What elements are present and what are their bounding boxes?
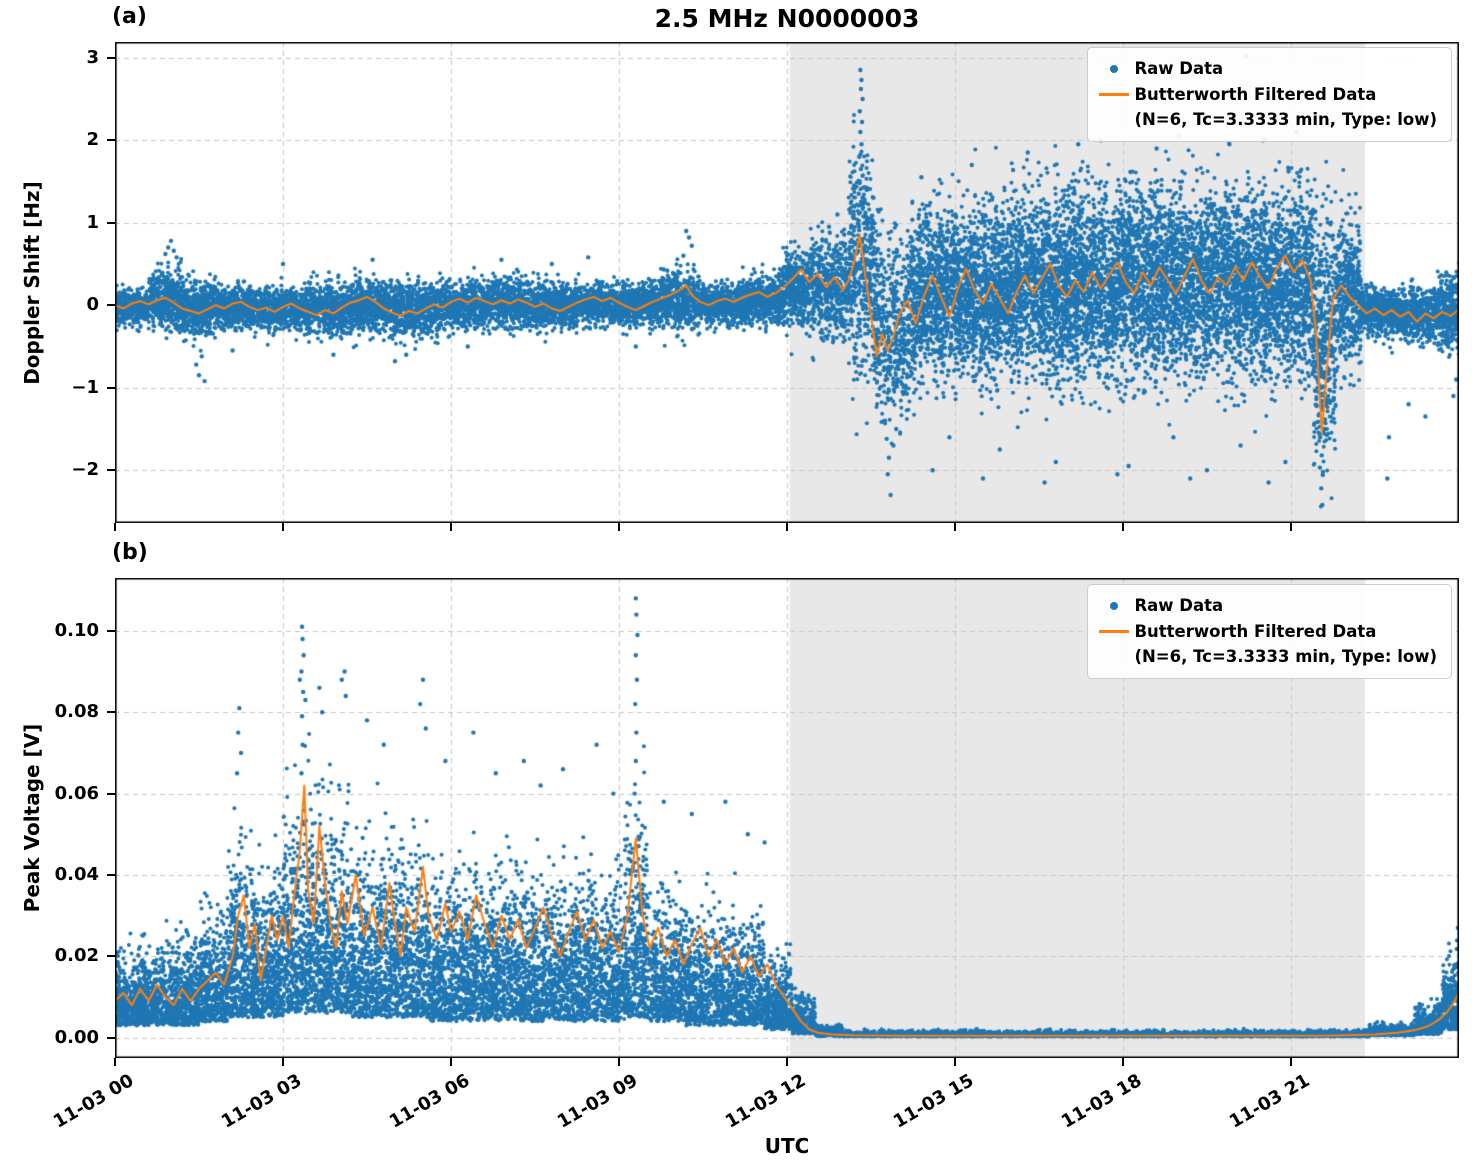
y-tick-mark xyxy=(107,711,115,714)
x-tick-mark xyxy=(450,523,452,531)
legend-raw-label: Raw Data xyxy=(1134,59,1224,78)
x-tick-label: 11-03 18 xyxy=(1058,1070,1146,1133)
legend-filtered-params-label: (N=6, Tc=3.3333 min, Type: low) xyxy=(1134,110,1437,130)
y-tick-label: 0.00 xyxy=(54,1026,99,1048)
x-tick-label: 11-03 00 xyxy=(50,1070,138,1133)
x-tick-mark xyxy=(282,523,284,531)
x-tick-mark xyxy=(1122,1058,1124,1066)
legend-filtered-entry: Butterworth Filtered Data xyxy=(1094,619,1437,645)
legend-filtered-entry: Butterworth Filtered Data xyxy=(1094,82,1437,108)
y-tick-label: 0.06 xyxy=(54,782,99,804)
x-tick-label: 11-03 21 xyxy=(1226,1070,1314,1133)
x-tick-mark xyxy=(114,523,116,531)
x-tick-label: 11-03 09 xyxy=(554,1070,642,1133)
figure-title: 2.5 MHz N0000003 xyxy=(654,4,920,33)
x-tick-mark xyxy=(618,523,620,531)
y-tick-mark xyxy=(107,469,115,472)
y-tick-label: 0.04 xyxy=(54,863,99,885)
legend-voltage: Raw Data Butterworth Filtered Data (N=6,… xyxy=(1087,584,1452,679)
filtered-line-marker-icon xyxy=(1099,92,1130,96)
legend-filtered-params: (N=6, Tc=3.3333 min, Type: low) xyxy=(1094,644,1437,670)
x-tick-mark xyxy=(1122,523,1124,531)
legend-filtered-params: (N=6, Tc=3.3333 min, Type: low) xyxy=(1094,107,1437,133)
y-tick-label: 0.08 xyxy=(54,701,99,723)
legend-doppler: Raw Data Butterworth Filtered Data (N=6,… xyxy=(1087,47,1452,142)
y-tick-mark xyxy=(107,792,115,795)
y-tick-label: −1 xyxy=(71,376,99,398)
x-tick-mark xyxy=(450,1058,452,1066)
y-tick-label: 0.02 xyxy=(54,945,99,967)
legend-filtered-label: Butterworth Filtered Data xyxy=(1134,84,1377,104)
panel-b-label: (b) xyxy=(112,540,148,565)
x-tick-mark xyxy=(786,1058,788,1066)
raw-data-marker-icon xyxy=(1110,601,1119,610)
y-tick-mark xyxy=(107,304,115,307)
x-tick-label: 11-03 15 xyxy=(890,1070,978,1133)
y-tick-mark xyxy=(107,1036,115,1039)
y-tick-mark xyxy=(107,873,115,876)
raw-data-marker-icon xyxy=(1110,64,1119,73)
x-tick-mark xyxy=(114,1058,116,1066)
x-tick-mark xyxy=(618,1058,620,1066)
y-tick-label: 0 xyxy=(86,294,99,316)
y-tick-mark xyxy=(107,955,115,958)
x-tick-label: 11-03 03 xyxy=(218,1070,306,1133)
y-tick-mark xyxy=(107,56,115,59)
legend-filtered-label: Butterworth Filtered Data xyxy=(1134,621,1377,641)
x-tick-mark xyxy=(1290,1058,1292,1066)
y-tick-mark xyxy=(107,221,115,224)
x-tick-label: 11-03 06 xyxy=(386,1070,474,1133)
panel-a-label: (a) xyxy=(112,4,147,29)
x-tick-mark xyxy=(954,523,956,531)
legend-raw-label: Raw Data xyxy=(1134,596,1224,615)
y-tick-mark xyxy=(107,629,115,632)
x-tick-mark xyxy=(786,523,788,531)
legend-raw-entry: Raw Data xyxy=(1094,56,1437,82)
x-tick-label: 11-03 12 xyxy=(722,1070,810,1133)
y-tick-label: 2 xyxy=(86,129,99,151)
utc-axis-label: UTC xyxy=(764,1134,810,1158)
y-tick-label: −2 xyxy=(71,459,99,481)
legend-raw-entry: Raw Data xyxy=(1094,593,1437,619)
y-tick-label: 0.10 xyxy=(54,619,99,641)
x-tick-mark xyxy=(954,1058,956,1066)
x-tick-mark xyxy=(1290,523,1292,531)
filtered-line-marker-icon xyxy=(1099,629,1130,633)
y-tick-mark xyxy=(107,386,115,389)
x-tick-mark xyxy=(282,1058,284,1066)
legend-filtered-params-label: (N=6, Tc=3.3333 min, Type: low) xyxy=(1134,647,1437,667)
y-tick-label: 1 xyxy=(86,211,99,233)
y-tick-label: 3 xyxy=(86,46,99,68)
y-tick-mark xyxy=(107,139,115,142)
